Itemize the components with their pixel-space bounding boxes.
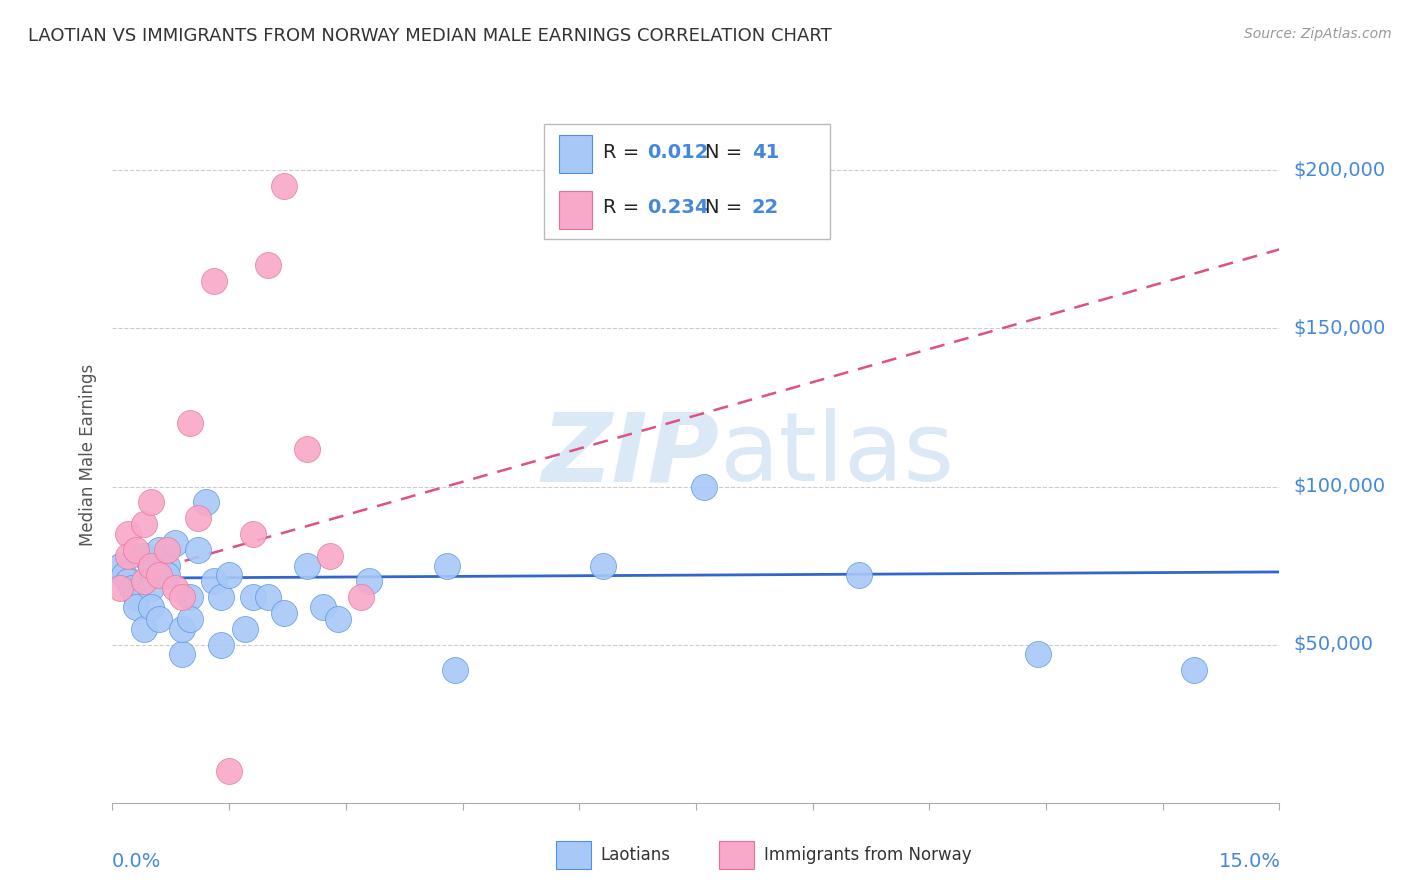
FancyBboxPatch shape [555, 841, 591, 869]
Point [202, 274, 225, 288]
Point [350, 591, 373, 605]
Point [132, 517, 155, 532]
Point [194, 495, 217, 509]
Point [1026, 647, 1049, 661]
Text: 22: 22 [752, 198, 779, 218]
Point [273, 606, 295, 620]
Point [112, 568, 135, 582]
Text: $50,000: $50,000 [1294, 635, 1374, 654]
Text: 0.012: 0.012 [647, 143, 709, 161]
Text: LAOTIAN VS IMMIGRANTS FROM NORWAY MEDIAN MALE EARNINGS CORRELATION CHART: LAOTIAN VS IMMIGRANTS FROM NORWAY MEDIAN… [28, 27, 832, 45]
Point [148, 612, 170, 626]
Text: R =: R = [603, 143, 645, 161]
Point [848, 568, 870, 582]
FancyBboxPatch shape [544, 124, 830, 239]
Point [187, 511, 209, 525]
Point [592, 558, 614, 573]
Point [141, 558, 163, 573]
Point [110, 558, 132, 573]
Text: N =: N = [706, 143, 749, 161]
Text: ZIP: ZIP [541, 409, 720, 501]
Point [359, 574, 381, 589]
Text: $150,000: $150,000 [1294, 319, 1386, 338]
Point [156, 542, 179, 557]
Point [179, 612, 201, 626]
Point [326, 612, 349, 626]
Point [295, 558, 318, 573]
Text: 0.0%: 0.0% [111, 852, 160, 871]
Point [125, 542, 148, 557]
Point [1182, 663, 1205, 677]
Point [117, 574, 139, 589]
Text: 0.234: 0.234 [647, 198, 709, 218]
Text: $100,000: $100,000 [1294, 477, 1385, 496]
Point [125, 591, 148, 605]
Point [156, 558, 179, 573]
Point [163, 536, 186, 550]
Point [209, 591, 232, 605]
Point [257, 258, 280, 272]
Point [121, 581, 143, 595]
Point [156, 568, 179, 582]
Point [179, 417, 201, 431]
Text: atlas: atlas [720, 409, 955, 501]
Point [132, 574, 155, 589]
Text: Source: ZipAtlas.com: Source: ZipAtlas.com [1244, 27, 1392, 41]
Point [117, 527, 139, 541]
Point [187, 542, 209, 557]
Point [257, 591, 280, 605]
Point [218, 568, 240, 582]
Point [132, 622, 155, 636]
Point [132, 549, 155, 563]
Point [202, 574, 225, 589]
Text: 41: 41 [752, 143, 779, 161]
Point [436, 558, 458, 573]
Point [141, 599, 163, 614]
Text: R =: R = [603, 198, 645, 218]
Point [172, 622, 194, 636]
Point [172, 591, 194, 605]
Text: Laotians: Laotians [600, 846, 671, 864]
Point [110, 581, 132, 595]
FancyBboxPatch shape [560, 191, 592, 229]
Text: $200,000: $200,000 [1294, 161, 1385, 180]
Point [242, 527, 264, 541]
FancyBboxPatch shape [560, 135, 592, 173]
Point [273, 179, 295, 194]
Point [209, 638, 232, 652]
Text: N =: N = [706, 198, 749, 218]
Point [693, 479, 716, 493]
Point [163, 581, 186, 595]
Text: 15.0%: 15.0% [1219, 852, 1281, 871]
Point [117, 549, 139, 563]
Point [295, 442, 318, 456]
Point [242, 591, 264, 605]
Point [141, 562, 163, 576]
Point [148, 568, 170, 582]
Point [218, 764, 240, 779]
Point [148, 542, 170, 557]
Point [141, 495, 163, 509]
Point [141, 581, 163, 595]
FancyBboxPatch shape [720, 841, 754, 869]
Point [172, 647, 194, 661]
Point [233, 622, 256, 636]
Point [443, 663, 465, 677]
Point [179, 591, 201, 605]
Point [319, 549, 342, 563]
Point [311, 599, 333, 614]
Y-axis label: Median Male Earnings: Median Male Earnings [79, 364, 97, 546]
Text: Immigrants from Norway: Immigrants from Norway [763, 846, 972, 864]
Point [125, 599, 148, 614]
